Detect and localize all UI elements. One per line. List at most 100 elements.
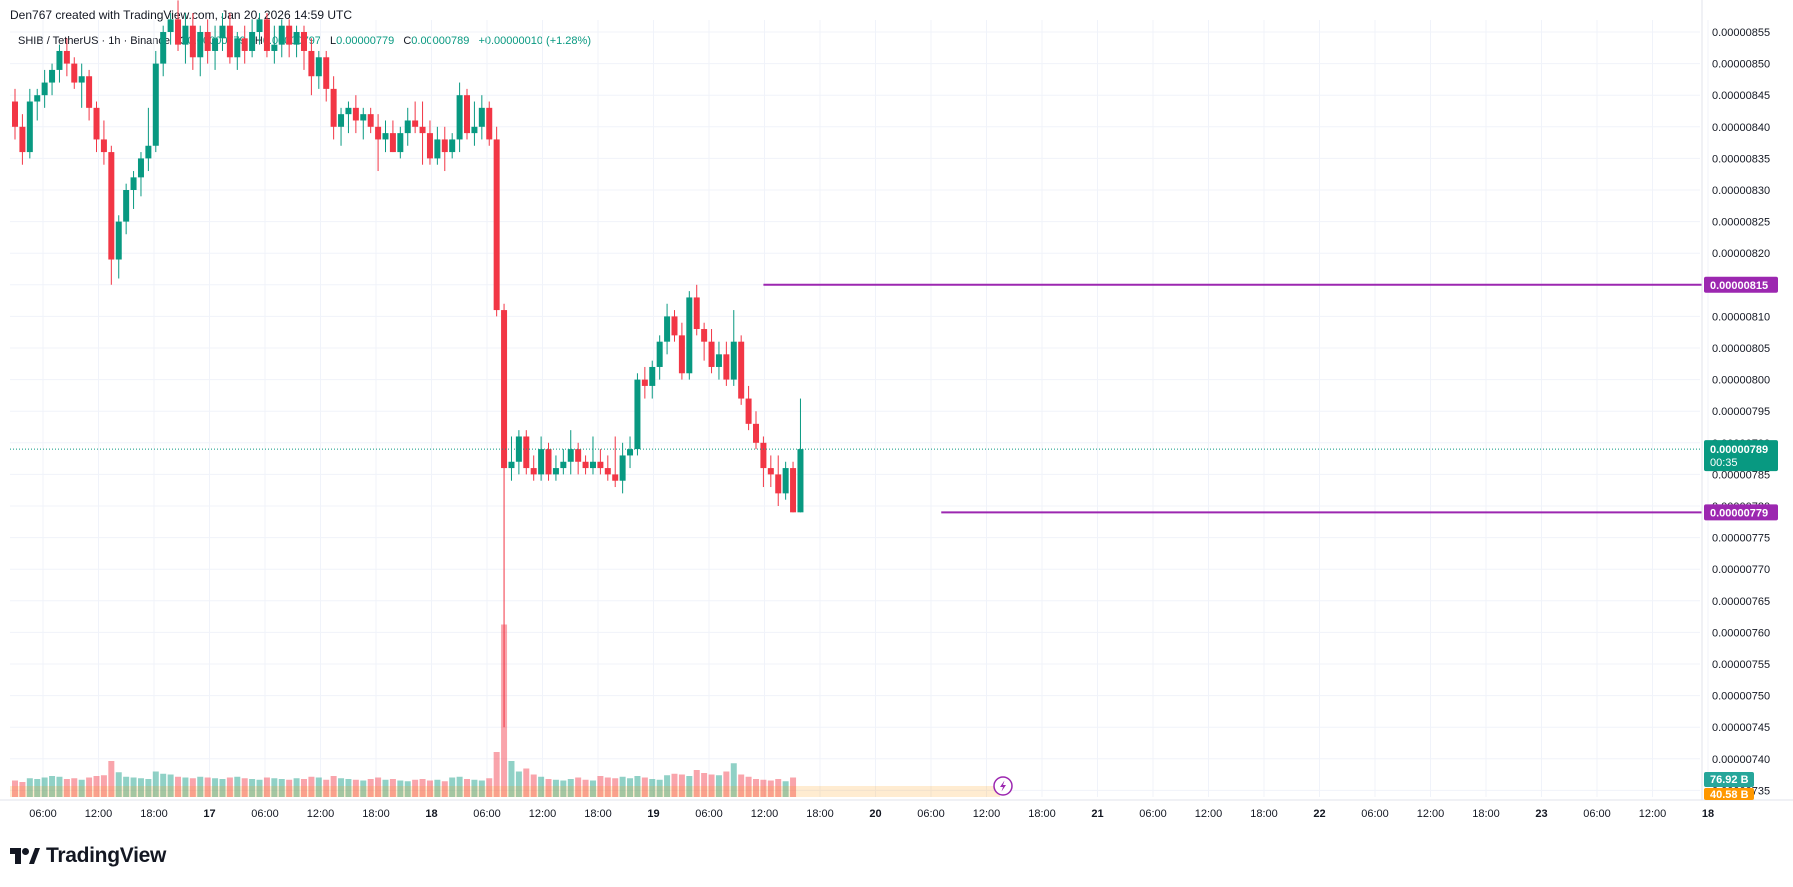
candle-body bbox=[464, 95, 471, 134]
candle bbox=[775, 455, 782, 506]
volume-bar bbox=[782, 781, 789, 797]
candle-body bbox=[715, 354, 722, 367]
volume-bar bbox=[419, 779, 426, 797]
candle bbox=[271, 25, 278, 64]
candle-body bbox=[204, 32, 211, 51]
candle bbox=[649, 360, 656, 399]
candle bbox=[701, 322, 708, 361]
candle-body bbox=[78, 76, 85, 83]
volume-bar bbox=[523, 768, 530, 797]
candle-body bbox=[345, 107, 352, 115]
volume-bar bbox=[286, 779, 293, 797]
symbol-label[interactable]: SHIB / TetherUS · 1h · Binance bbox=[18, 35, 171, 47]
candle-body bbox=[367, 114, 374, 127]
volume-bar bbox=[338, 778, 345, 797]
candle-body bbox=[471, 126, 478, 134]
candle bbox=[160, 25, 167, 77]
volume-bar bbox=[389, 779, 396, 797]
volume-bar bbox=[686, 776, 693, 797]
replay-icon[interactable] bbox=[993, 776, 1013, 796]
candle-body bbox=[382, 133, 389, 140]
volume-bar bbox=[330, 776, 337, 797]
volume-bar bbox=[738, 774, 745, 797]
candle-body bbox=[708, 341, 715, 367]
candle bbox=[797, 398, 804, 513]
time-tick-label: 18:00 bbox=[1250, 808, 1278, 820]
candle bbox=[434, 126, 441, 165]
candle-body bbox=[397, 133, 404, 153]
volume-bar bbox=[412, 779, 419, 797]
candle bbox=[375, 114, 382, 172]
high-label: H bbox=[254, 35, 263, 47]
candle-body bbox=[34, 95, 41, 102]
volume-bar bbox=[508, 761, 515, 797]
candle-body bbox=[86, 76, 93, 108]
price-tick-label: 0.00000740 bbox=[1712, 754, 1770, 766]
candle-body bbox=[56, 50, 63, 70]
volume-bar bbox=[560, 780, 567, 797]
candle-body bbox=[745, 398, 752, 424]
candle bbox=[753, 411, 759, 450]
candle bbox=[41, 69, 48, 108]
chart-grid bbox=[10, 20, 1709, 797]
volume-bar bbox=[152, 771, 159, 797]
candle bbox=[263, 13, 270, 58]
volume-bar bbox=[678, 774, 685, 797]
candle bbox=[515, 430, 522, 475]
candle-body bbox=[730, 341, 737, 380]
candle-body bbox=[790, 468, 797, 513]
candle-body bbox=[167, 19, 174, 32]
time-tick-label: 06:00 bbox=[1139, 808, 1167, 820]
candle bbox=[19, 114, 26, 165]
candle-body bbox=[523, 436, 530, 469]
volume-bar bbox=[278, 779, 285, 797]
candle bbox=[597, 449, 604, 475]
candle-body bbox=[226, 25, 233, 58]
tradingview-logo[interactable]: TradingView bbox=[10, 844, 166, 868]
candle-body bbox=[412, 120, 419, 127]
candle bbox=[767, 455, 774, 488]
volume-bar bbox=[78, 779, 85, 797]
time-tick-label: 12:00 bbox=[751, 808, 779, 820]
volume-bar bbox=[486, 778, 493, 797]
volume-bar bbox=[597, 776, 604, 797]
candle-body bbox=[426, 133, 433, 159]
candle bbox=[256, 13, 263, 45]
level-tag-upper: 0.00000815 bbox=[1704, 276, 1778, 293]
candle-body bbox=[753, 423, 759, 443]
candle-body bbox=[182, 25, 189, 45]
candle-body bbox=[389, 133, 396, 153]
candle bbox=[730, 310, 737, 386]
price-tick-label: 0.00000850 bbox=[1712, 59, 1770, 71]
last-price-tag-text: 0.00000789 bbox=[1710, 444, 1768, 456]
price-tick-label: 0.00000755 bbox=[1712, 659, 1770, 671]
volume-bar bbox=[701, 773, 708, 797]
candle bbox=[634, 373, 641, 456]
candle bbox=[582, 455, 589, 475]
candle-body bbox=[404, 120, 411, 134]
candle bbox=[723, 341, 730, 386]
candle-body bbox=[175, 19, 182, 45]
candle bbox=[671, 310, 678, 342]
volume-bar bbox=[137, 778, 144, 797]
candle bbox=[552, 455, 559, 481]
candle-body bbox=[241, 38, 248, 51]
time-tick-label: 18 bbox=[425, 808, 437, 820]
candle-body bbox=[760, 442, 767, 469]
volume-bar bbox=[575, 777, 582, 797]
price-axis: 0.00000855 0.00000850 0.00000845 0.00000840… bbox=[1701, 0, 1770, 800]
volume-bar bbox=[219, 779, 226, 797]
candle bbox=[560, 449, 567, 475]
time-tick-label: 06:00 bbox=[29, 808, 57, 820]
candle-body bbox=[249, 32, 256, 51]
candle-body bbox=[63, 50, 70, 64]
volume-bar bbox=[619, 776, 626, 797]
candle bbox=[63, 38, 70, 77]
volume-down-tag: 40.58 B bbox=[1710, 789, 1749, 801]
candle-body bbox=[160, 32, 167, 64]
candle bbox=[115, 215, 122, 279]
volume-bar bbox=[627, 778, 634, 797]
volume-bar bbox=[375, 777, 382, 797]
candle bbox=[782, 461, 789, 500]
